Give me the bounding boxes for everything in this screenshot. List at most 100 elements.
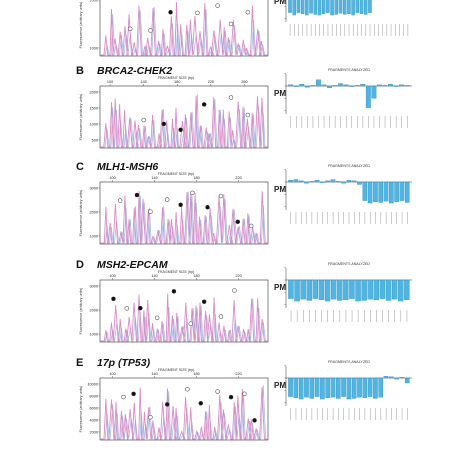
x-axis-title: FRAGMENT SIZE (bp)	[158, 270, 194, 274]
pm-bar	[304, 181, 309, 184]
trace-sample	[100, 387, 268, 440]
probe-dot-filled	[161, 121, 167, 127]
pm-bar	[338, 0, 343, 14]
panel-a: 2000 1000 Fluorescence (arbitrary units) PM	[79, 0, 409, 57]
pm-bar	[388, 84, 393, 87]
probe-dot-open	[148, 209, 153, 214]
probe-dot-filled	[205, 205, 210, 210]
probe-dot-filled	[228, 394, 234, 400]
bar-chart-title: FRAGMENTS ANALYZED	[328, 68, 370, 72]
pm-bar	[357, 181, 362, 185]
pm-bar	[321, 0, 326, 14]
probe-dot-filled	[235, 219, 241, 225]
pm-axis-label: PM	[274, 185, 286, 194]
probe-dot-open	[117, 198, 123, 203]
y-tick-label: 10000	[87, 382, 98, 386]
pm-bar	[373, 279, 380, 300]
panel-title: BRCA2-CHEK2	[97, 65, 172, 77]
probe-dot-filled	[131, 391, 136, 397]
bar-chart-title: FRAGMENTS ANALYZED	[328, 262, 370, 266]
y-tick-label: 1500	[90, 106, 98, 110]
pm-bar	[404, 85, 410, 87]
pm-bar	[404, 279, 410, 300]
y-axis-title: Fluorescence (arbitrary units)	[79, 190, 83, 237]
probe-dot-open	[127, 26, 133, 32]
pm-bar	[368, 0, 372, 13]
probe-dot-open	[195, 10, 200, 16]
pm-bar	[367, 377, 373, 397]
probe-dot-filled	[201, 102, 207, 107]
probe-dot-filled	[178, 202, 183, 208]
trace-reference	[100, 7, 268, 57]
pm-bar	[362, 181, 368, 201]
y-tick-label: 2000	[90, 308, 98, 312]
y-tick-label: 2000	[90, 430, 98, 434]
pm-bar	[330, 0, 334, 16]
probe-dot-open	[121, 394, 126, 400]
probe-dot-open	[228, 95, 234, 100]
x-tick-label: 140	[151, 176, 157, 180]
probe-dot-open	[218, 193, 224, 199]
pm-bar	[293, 179, 299, 183]
pm-axis-label: PM	[274, 381, 286, 390]
pm-bar	[314, 377, 320, 397]
pm-bar	[332, 85, 338, 87]
pm-bar	[306, 279, 312, 301]
probe-dot-filled	[138, 305, 143, 311]
probe-dot-open	[245, 112, 251, 118]
pm-bar	[398, 279, 404, 302]
x-tick-label: 220	[235, 274, 241, 278]
probe-dot-open	[190, 190, 195, 196]
pm-bar	[338, 83, 343, 87]
x-tick-label: 100	[109, 176, 115, 180]
pm-bar	[318, 279, 325, 300]
pm-bar	[399, 377, 405, 379]
y-tick-label: 2000	[90, 210, 98, 214]
probe-dot-open	[215, 3, 220, 8]
y-tick-label: 2000	[90, 90, 98, 94]
pm-bar	[325, 377, 330, 398]
pm-bar	[394, 181, 399, 202]
probe-dot-open	[164, 197, 170, 202]
pm-bar	[363, 0, 368, 15]
pm-bar	[377, 84, 382, 87]
pm-bar	[359, 0, 364, 14]
pm-bar	[316, 79, 321, 87]
pm-bar	[309, 181, 315, 183]
pm-bar	[346, 180, 352, 183]
bar-chart-title: FRAGMENTS ANALYZED	[328, 360, 370, 364]
y-tick-label: 1000	[90, 234, 98, 238]
probe-dot-open	[232, 288, 237, 293]
pm-bar	[310, 85, 316, 87]
y-tick-label: 1000	[90, 122, 98, 126]
panel-letter: E	[76, 357, 83, 369]
pm-bar	[300, 0, 305, 14]
pm-bar	[343, 279, 349, 300]
y-tick-label: 1000	[90, 332, 98, 336]
pm-bar	[378, 181, 384, 203]
pm-bar	[383, 376, 389, 379]
probe-dot-open	[245, 9, 251, 15]
pm-bar	[367, 181, 373, 204]
pm-bar	[293, 377, 299, 398]
probe-dot-open	[218, 314, 224, 319]
pm-bar	[326, 0, 330, 13]
pm-bar	[336, 377, 341, 399]
pm-bar	[382, 85, 388, 87]
pm-bar	[300, 279, 306, 300]
x-tick-label: 260	[241, 80, 247, 84]
pm-bar	[341, 181, 346, 184]
pm-bar	[355, 0, 360, 13]
pm-bar	[288, 279, 294, 299]
pm-axis-label: PM	[274, 0, 286, 6]
pm-bar	[346, 377, 352, 400]
pm-bar	[371, 85, 377, 99]
x-tick-label: 220	[235, 176, 241, 180]
panel-title: MLH1-MSH6	[97, 161, 158, 173]
pm-bar	[299, 84, 305, 87]
panel-title: 17p (TP53)	[97, 357, 151, 369]
pm-bar	[288, 180, 293, 183]
